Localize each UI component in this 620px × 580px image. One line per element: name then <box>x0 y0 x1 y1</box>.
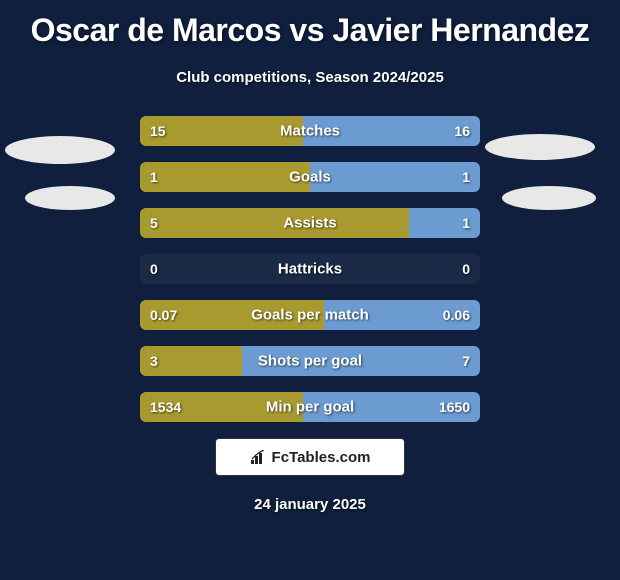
stat-value-right: 7 <box>462 353 470 369</box>
stat-value-right: 0.06 <box>443 307 470 323</box>
stat-value-right: 1 <box>462 169 470 185</box>
stat-bar-left <box>140 162 310 192</box>
stat-value-left: 0.07 <box>150 307 177 323</box>
stat-value-right: 16 <box>454 123 470 139</box>
stat-row: 1 1 Goals <box>140 162 480 192</box>
stat-value-left: 15 <box>150 123 166 139</box>
stat-value-left: 5 <box>150 215 158 231</box>
stat-value-left: 0 <box>150 261 158 277</box>
player-left-ellipse-2 <box>25 186 115 210</box>
brand-logo[interactable]: FcTables.com <box>215 438 405 476</box>
stat-value-left: 3 <box>150 353 158 369</box>
player-left-ellipse-1 <box>5 136 115 164</box>
stat-label: Matches <box>280 123 340 140</box>
subtitle: Club competitions, Season 2024/2025 <box>0 69 620 86</box>
stats-bars: 15 16 Matches 1 1 Goals 5 1 Assists 0 0 Hattricks 0.… <box>140 116 480 422</box>
stat-row: 1534 1650 Min per goal <box>140 392 480 422</box>
stat-label: Shots per goal <box>258 353 362 370</box>
stat-row: 0 0 Hattricks <box>140 254 480 284</box>
player-right-ellipse-1 <box>485 134 595 160</box>
content-area: 15 16 Matches 1 1 Goals 5 1 Assists 0 0 Hattricks 0.… <box>0 116 620 513</box>
stat-row: 3 7 Shots per goal <box>140 346 480 376</box>
stat-bar-right <box>310 162 480 192</box>
stat-row: 15 16 Matches <box>140 116 480 146</box>
stat-label: Hattricks <box>278 261 342 278</box>
page-title: Oscar de Marcos vs Javier Hernandez <box>0 0 620 49</box>
stat-label: Assists <box>283 215 336 232</box>
brand-text: FcTables.com <box>272 449 371 466</box>
player-right-ellipse-2 <box>502 186 596 210</box>
stat-label: Goals per match <box>251 307 369 324</box>
stat-value-left: 1534 <box>150 399 181 415</box>
stat-row: 5 1 Assists <box>140 208 480 238</box>
stat-value-right: 1 <box>462 215 470 231</box>
stat-row: 0.07 0.06 Goals per match <box>140 300 480 330</box>
stat-bar-left <box>140 208 409 238</box>
stat-value-left: 1 <box>150 169 158 185</box>
stat-value-right: 0 <box>462 261 470 277</box>
stat-label: Min per goal <box>266 399 354 416</box>
stat-value-right: 1650 <box>439 399 470 415</box>
chart-icon <box>250 450 268 464</box>
stat-label: Goals <box>289 169 331 186</box>
comparison-date: 24 january 2025 <box>0 496 620 513</box>
